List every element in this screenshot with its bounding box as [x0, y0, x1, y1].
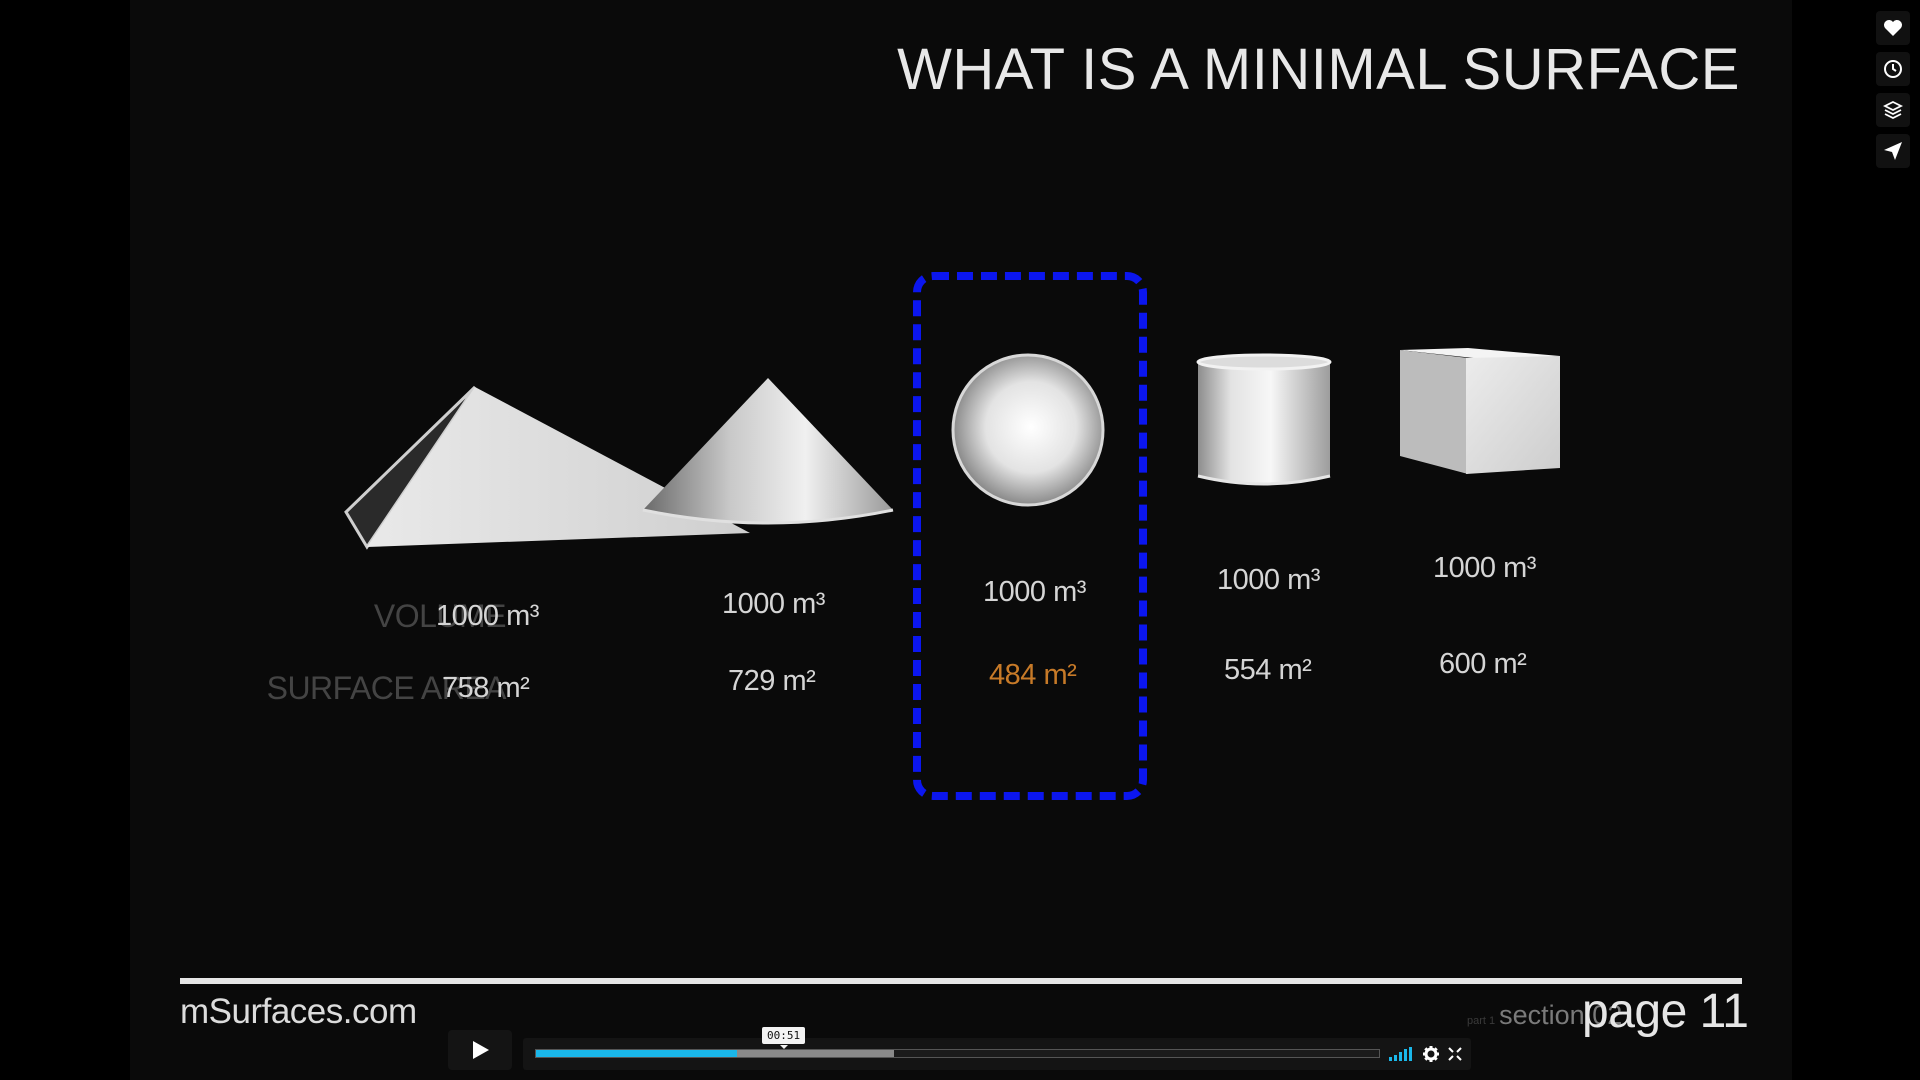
heart-icon [1884, 20, 1902, 36]
cylinder-volume: 1000 m³ [1217, 564, 1320, 596]
fullscreen-button[interactable] [1447, 1046, 1463, 1062]
cylinder-shape [1196, 353, 1332, 486]
collections-button[interactable] [1876, 93, 1910, 127]
layers-icon [1883, 100, 1903, 120]
progress-track[interactable] [535, 1049, 1380, 1058]
play-button[interactable] [448, 1030, 512, 1070]
volume-bars-icon [1389, 1047, 1412, 1061]
footer-rule [180, 978, 1742, 984]
section-label: part 1 section 02 [1467, 1000, 1622, 1031]
watch-later-button[interactable] [1876, 52, 1910, 86]
cone-volume: 1000 m³ [722, 588, 825, 620]
sphere-selection-box [913, 272, 1147, 800]
video-frame[interactable]: WHAT IS A MINIMAL SURFACE [130, 0, 1792, 1080]
clock-icon [1884, 60, 1902, 78]
share-button[interactable] [1876, 134, 1910, 168]
gear-icon [1423, 1046, 1439, 1062]
page-number: page 11 [1582, 985, 1749, 1038]
pyramid-area: 758 m² [442, 672, 530, 704]
cube-volume: 1000 m³ [1433, 552, 1536, 584]
cube-shape [1400, 348, 1560, 474]
section-number: section 02 [1499, 1000, 1623, 1030]
cone-shape [642, 378, 894, 525]
sphere-area: 484 m² [989, 659, 1077, 691]
slide-title: WHAT IS A MINIMAL SURFACE [897, 37, 1740, 102]
sphere-shape [951, 353, 1105, 507]
pyramid-volume: 1000 m³ [436, 600, 539, 632]
send-icon [1884, 142, 1902, 160]
play-icon [473, 1041, 489, 1059]
cone-area: 729 m² [728, 665, 816, 697]
site-name: mSurfaces.com [180, 992, 417, 1031]
settings-button[interactable] [1423, 1046, 1439, 1062]
player-control-bar [523, 1038, 1471, 1070]
cylinder-area: 554 m² [1224, 654, 1312, 686]
section-prefix: part 1 [1467, 1015, 1496, 1027]
cube-area: 600 m² [1439, 648, 1527, 680]
fullscreen-icon [1448, 1047, 1462, 1061]
volume-row-label: VOLUME [373, 598, 507, 634]
volume-control[interactable] [1389, 1046, 1413, 1062]
like-button[interactable] [1876, 11, 1910, 45]
surface-area-row-label: SURFACE AREA [266, 670, 507, 706]
played-bar [536, 1050, 737, 1057]
timecode-tooltip: 00:51 [762, 1027, 806, 1049]
sphere-volume: 1000 m³ [983, 576, 1086, 608]
